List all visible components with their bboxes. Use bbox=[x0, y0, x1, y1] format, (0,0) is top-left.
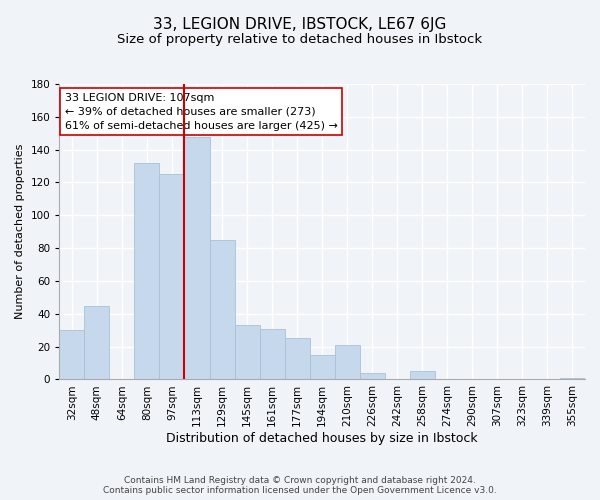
Bar bbox=[59, 330, 85, 380]
Bar bbox=[235, 326, 260, 380]
Bar bbox=[310, 355, 335, 380]
Bar bbox=[284, 338, 310, 380]
Bar bbox=[360, 373, 385, 380]
Text: Size of property relative to detached houses in Ibstock: Size of property relative to detached ho… bbox=[118, 32, 482, 46]
Bar bbox=[160, 174, 184, 380]
Bar bbox=[85, 306, 109, 380]
Bar bbox=[260, 328, 284, 380]
Text: 33 LEGION DRIVE: 107sqm
← 39% of detached houses are smaller (273)
61% of semi-d: 33 LEGION DRIVE: 107sqm ← 39% of detache… bbox=[65, 93, 337, 131]
X-axis label: Distribution of detached houses by size in Ibstock: Distribution of detached houses by size … bbox=[166, 432, 478, 445]
Text: Contains HM Land Registry data © Crown copyright and database right 2024.
Contai: Contains HM Land Registry data © Crown c… bbox=[103, 476, 497, 495]
Bar bbox=[410, 372, 435, 380]
Bar bbox=[560, 378, 585, 380]
Bar bbox=[184, 136, 209, 380]
Bar bbox=[134, 163, 160, 380]
Bar bbox=[335, 345, 360, 380]
Y-axis label: Number of detached properties: Number of detached properties bbox=[15, 144, 25, 320]
Bar bbox=[209, 240, 235, 380]
Text: 33, LEGION DRIVE, IBSTOCK, LE67 6JG: 33, LEGION DRIVE, IBSTOCK, LE67 6JG bbox=[154, 18, 446, 32]
